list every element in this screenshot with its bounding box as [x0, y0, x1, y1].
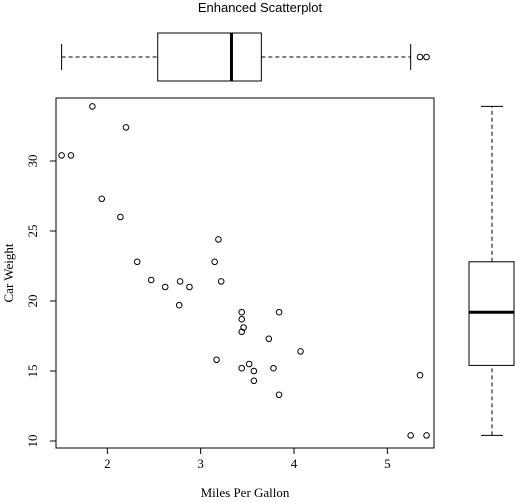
y-boxplot	[468, 105, 515, 436]
scatter-point-20	[240, 324, 247, 331]
plot-frame	[55, 97, 435, 449]
x-box	[157, 32, 262, 82]
scatter-point-23	[250, 367, 258, 375]
scatter-point-8	[147, 276, 155, 284]
scatter-point-31	[416, 371, 424, 379]
x-tick-label-3: 3	[197, 456, 204, 471]
scatter-point-12	[186, 283, 193, 291]
y-tick-label-15: 15	[25, 365, 40, 378]
scatter-point-26	[270, 364, 277, 372]
scatter-point-27	[275, 308, 283, 316]
scatter-point-28	[275, 391, 283, 399]
scatter-point-6	[122, 124, 130, 131]
y-axis-label: Car Weight	[1, 243, 16, 302]
scatter-point-7	[133, 258, 141, 266]
scatter-point-10	[176, 278, 184, 285]
chart-title: Enhanced Scatterplot	[198, 0, 323, 15]
scatter-point-14	[213, 356, 220, 364]
x-axis: 2 3 4 5	[104, 447, 391, 471]
scatter-point-5	[117, 213, 124, 221]
scatter-point-17	[238, 308, 246, 316]
x-axis-label: Miles Per Gallon	[201, 485, 290, 500]
scatter-point-4	[98, 195, 106, 203]
scatter-points	[58, 103, 430, 439]
y-tick-label-20: 20	[25, 295, 40, 308]
scatter-point-21	[238, 364, 246, 372]
x-box-outlier-2	[423, 53, 430, 61]
scatter-point-24	[250, 377, 258, 385]
x-tick-label-4: 4	[291, 456, 298, 471]
scatter-point-16	[217, 278, 225, 285]
scatter-point-25	[265, 335, 273, 343]
scatter-point-29	[297, 348, 304, 355]
y-tick-label-30: 30	[25, 155, 40, 168]
scatter-point-9	[161, 283, 169, 291]
scatter-point-11	[175, 301, 183, 309]
scatter-point-15	[215, 236, 222, 243]
x-tick-label-2: 2	[104, 456, 111, 471]
scatter-point-30	[407, 432, 414, 439]
y-axis: 10 15 20 25 30	[25, 155, 57, 448]
scatter-point-19	[238, 328, 246, 336]
x-boxplot	[61, 32, 430, 82]
scatter-point-1	[58, 152, 65, 159]
y-tick-label-10: 10	[25, 435, 40, 448]
x-tick-label-5: 5	[384, 456, 391, 471]
scatter-point-22	[245, 360, 253, 368]
scatter-point-2	[67, 152, 75, 159]
scatter-point-18	[238, 315, 246, 323]
x-box-outlier-1	[416, 53, 424, 61]
scatter-point-3	[89, 103, 96, 110]
scatter-point-32	[423, 432, 430, 439]
scatter-point-13	[211, 258, 218, 266]
y-tick-label-25: 25	[25, 225, 40, 238]
